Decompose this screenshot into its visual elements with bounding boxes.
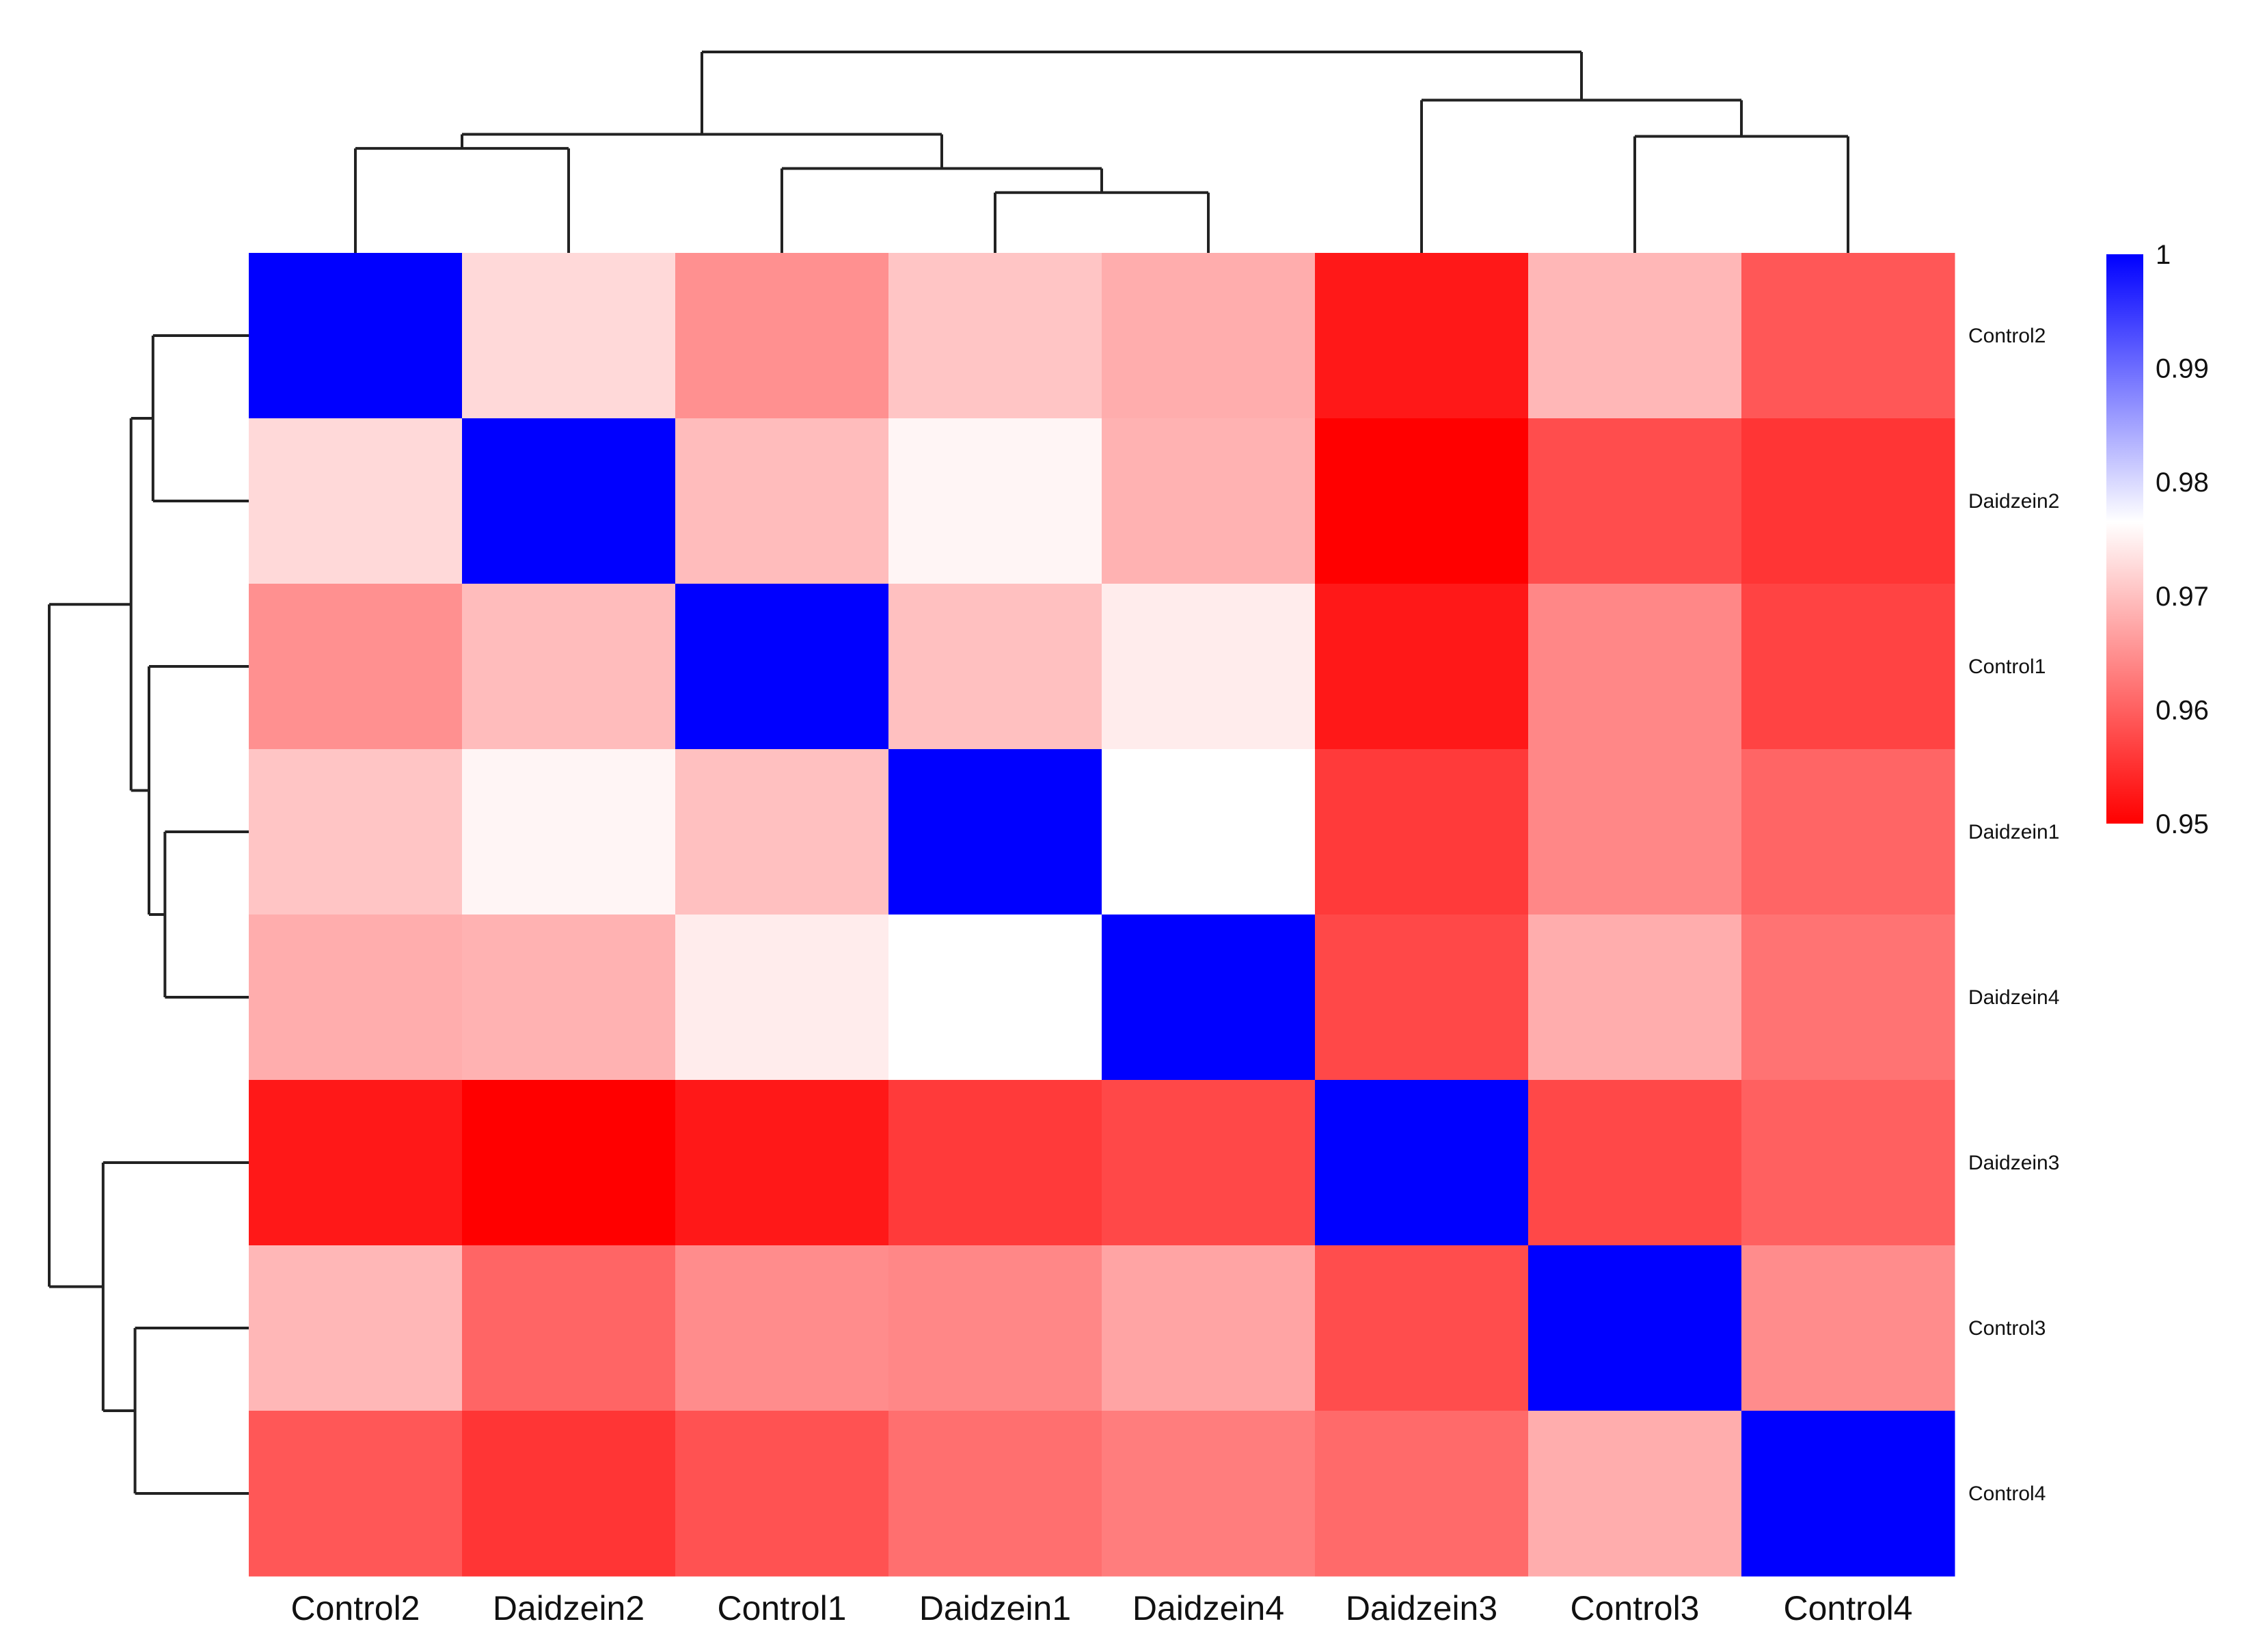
colorbar-tick-label: 0.98 <box>2156 468 2209 498</box>
colorbar-ticks: 1 0.99 0.98 0.97 0.96 0.95 <box>2156 240 2209 839</box>
heatmap-cell-daidzein4-control1 <box>675 915 889 1081</box>
heatmap-cell-daidzein1-daidzein3 <box>1315 749 1529 915</box>
heatmap-cell-control1-daidzein4 <box>1102 584 1316 750</box>
colorbar-tick-label: 0.96 <box>2156 695 2209 725</box>
heatmap-cell-control1-control4 <box>1741 584 1955 750</box>
row-label: Daidzein3 <box>1968 1152 2059 1174</box>
heatmap-cell-daidzein4-daidzein1 <box>888 915 1102 1081</box>
colorbar-tick-label: 0.97 <box>2156 582 2209 612</box>
heatmap-cell-daidzein1-daidzein2 <box>462 749 676 915</box>
heatmap-cell-control2-control4 <box>1741 253 1955 419</box>
column-label: Control4 <box>1784 1589 1913 1627</box>
heatmap-cell-daidzein3-daidzein2 <box>462 1080 676 1246</box>
heatmap-cell-control1-daidzein3 <box>1315 584 1529 750</box>
heatmap-cell-control1-control2 <box>249 584 463 750</box>
heatmap-cell-daidzein3-control1 <box>675 1080 889 1246</box>
heatmap-cell-control4-daidzein3 <box>1315 1411 1529 1577</box>
heatmap-cell-control3-control3 <box>1528 1245 1742 1411</box>
heatmap-cell-control2-control1 <box>675 253 889 419</box>
heatmap-cell-daidzein1-control3 <box>1528 749 1742 915</box>
heatmap-cell-control3-control4 <box>1741 1245 1955 1411</box>
heatmap-cell-daidzein2-control3 <box>1528 418 1742 584</box>
heatmap-cell-daidzein4-control3 <box>1528 915 1742 1081</box>
heatmap-cell-daidzein3-daidzein3 <box>1315 1080 1529 1246</box>
colorbar-tick-label: 0.99 <box>2156 354 2209 384</box>
heatmap-cell-control4-daidzein2 <box>462 1411 676 1577</box>
heatmap-cell-control4-daidzein1 <box>888 1411 1102 1577</box>
heatmap-cell-control2-daidzein1 <box>888 253 1102 419</box>
heatmap-cell-control3-control2 <box>249 1245 463 1411</box>
colorbar-tick-label: 0.95 <box>2156 809 2209 839</box>
heatmap-cell-control2-daidzein2 <box>462 253 676 419</box>
heatmap-cell-control4-control4 <box>1741 1411 1955 1577</box>
heatmap-cell-control3-daidzein1 <box>888 1245 1102 1411</box>
colorbar-tick-label: 1 <box>2156 240 2171 270</box>
heatmap-cells <box>249 253 1955 1577</box>
heatmap-cell-daidzein4-daidzein2 <box>462 915 676 1081</box>
heatmap-cell-control2-control3 <box>1528 253 1742 419</box>
heatmap-cell-daidzein2-control1 <box>675 418 889 584</box>
heatmap-cell-daidzein1-control2 <box>249 749 463 915</box>
heatmap-cell-daidzein4-control4 <box>1741 915 1955 1081</box>
column-label: Control1 <box>718 1589 847 1627</box>
heatmap-cell-daidzein1-control4 <box>1741 749 1955 915</box>
heatmap-cell-control3-daidzein3 <box>1315 1245 1529 1411</box>
heatmap-cell-control4-control2 <box>249 1411 463 1577</box>
heatmap-cell-daidzein2-daidzein3 <box>1315 418 1529 584</box>
heatmap-cell-daidzein3-control3 <box>1528 1080 1742 1246</box>
row-labels: Control2 Daidzein2 Control1 Daidzein1 Daidze… <box>1968 325 2059 1505</box>
heatmap-cell-control1-daidzein2 <box>462 584 676 750</box>
column-labels: Control2 Daidzein2 Control1 Daidzein1 Daidze… <box>291 1589 1913 1627</box>
heatmap-cell-control1-daidzein1 <box>888 584 1102 750</box>
heatmap-cell-control2-control2 <box>249 253 463 419</box>
row-label: Control2 <box>1968 325 2046 347</box>
heatmap-cell-daidzein2-daidzein4 <box>1102 418 1316 584</box>
heatmap-cell-control2-daidzein3 <box>1315 253 1529 419</box>
heatmap-cell-daidzein1-daidzein1 <box>888 749 1102 915</box>
row-label: Daidzein2 <box>1968 490 2059 513</box>
colorbar-gradient <box>2106 254 2143 824</box>
heatmap-cell-control2-daidzein4 <box>1102 253 1316 419</box>
heatmap-cell-daidzein2-daidzein1 <box>888 418 1102 584</box>
heatmap-cell-control3-control1 <box>675 1245 889 1411</box>
column-label: Daidzein1 <box>919 1589 1071 1627</box>
heatmap-cell-daidzein2-daidzein2 <box>462 418 676 584</box>
row-label: Daidzein4 <box>1968 986 2059 1009</box>
heatmap-cell-control1-control3 <box>1528 584 1742 750</box>
heatmap-cell-daidzein4-daidzein4 <box>1102 915 1316 1081</box>
row-label: Control4 <box>1968 1482 2046 1505</box>
heatmap-cell-daidzein3-control2 <box>249 1080 463 1246</box>
heatmap-cell-control4-control3 <box>1528 1411 1742 1577</box>
row-dendrogram <box>48 334 249 1495</box>
heatmap-cell-daidzein1-control1 <box>675 749 889 915</box>
heatmap-cell-daidzein3-daidzein1 <box>888 1080 1102 1246</box>
heatmap-cell-daidzein4-control2 <box>249 915 463 1081</box>
heatmap-cell-daidzein3-daidzein4 <box>1102 1080 1316 1246</box>
heatmap-cell-control4-daidzein4 <box>1102 1411 1316 1577</box>
column-label: Control2 <box>291 1589 420 1627</box>
row-label: Control1 <box>1968 655 2046 678</box>
column-label: Daidzein2 <box>493 1589 644 1627</box>
row-label: Control3 <box>1968 1317 2046 1340</box>
heatmap-cell-daidzein2-control4 <box>1741 418 1955 584</box>
heatmap-cell-daidzein1-daidzein4 <box>1102 749 1316 915</box>
heatmap-cell-control1-control1 <box>675 584 889 750</box>
heatmap-cell-daidzein3-control4 <box>1741 1080 1955 1246</box>
heatmap-cell-control3-daidzein2 <box>462 1245 676 1411</box>
heatmap-cell-daidzein4-daidzein3 <box>1315 915 1529 1081</box>
row-label: Daidzein1 <box>1968 821 2059 843</box>
column-dendrogram <box>354 51 1849 253</box>
column-label: Control3 <box>1571 1589 1700 1627</box>
column-label: Daidzein3 <box>1346 1589 1497 1627</box>
column-label: Daidzein4 <box>1132 1589 1284 1627</box>
heatmap-cell-control3-daidzein4 <box>1102 1245 1316 1411</box>
heatmap-cell-daidzein2-control2 <box>249 418 463 584</box>
colorbar-legend: 1 0.99 0.98 0.97 0.96 0.95 <box>2106 240 2209 839</box>
heatmap-cell-control4-control1 <box>675 1411 889 1577</box>
